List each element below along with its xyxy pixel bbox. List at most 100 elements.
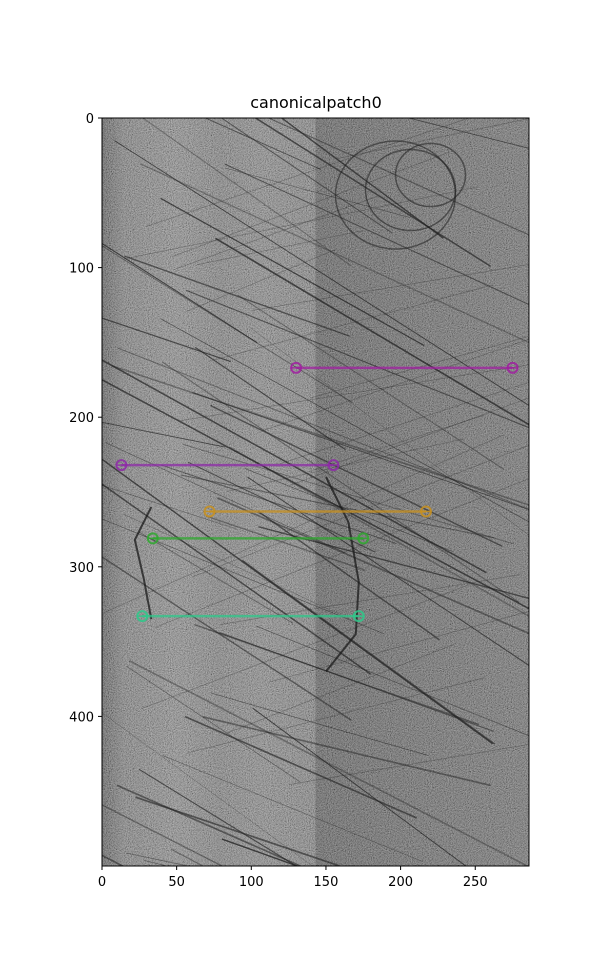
scratch-line [123,186,479,260]
scratch-line [140,163,529,344]
y-tick-label: 100 [69,262,94,277]
scratch-line [123,514,349,619]
image-patch [102,118,529,866]
scratch-line [255,625,529,737]
scratch-line [102,245,353,403]
y-axis: 0 100 200 300 400 [69,112,102,725]
scratch-line [279,381,529,465]
annotation-segments [115,361,519,623]
scratch-texture [102,118,529,866]
x-tick-label: 100 [239,875,264,890]
scratch-line [252,707,467,866]
scratch-line [117,347,529,510]
scratch-line [161,464,397,545]
scratch-line [138,531,294,624]
scratch-line [102,378,529,610]
scratch-line [248,326,529,536]
scratch-line [257,510,440,641]
scratch-line [102,712,314,866]
scratch-line [268,611,529,683]
scratch-line [114,140,529,407]
scratch-line [204,118,321,170]
x-tick-label: 250 [463,875,488,890]
scratch-line [221,838,300,866]
scratch-line [182,443,514,545]
chart-title: canonicalpatch0 [250,93,382,112]
scratch-line [160,197,425,347]
scratch-line [102,421,226,448]
plot-frame [101,117,530,867]
scratch-line [237,294,505,470]
scratch-line [407,118,529,149]
scratch-line [172,151,450,257]
x-tick-label: 50 [168,875,185,890]
scratch-line [280,118,444,239]
scratch-line [267,118,529,236]
scratch-line [103,434,504,614]
scratch-line [129,660,529,866]
scratch-line [187,677,485,754]
scratch-line [102,458,494,745]
scratch-line [102,242,258,344]
x-axis: 0 50 100 150 200 250 [98,866,488,890]
scratch-line [162,361,520,603]
scratch-line [145,118,471,227]
scratch-line [186,249,336,312]
scratch-line [102,483,372,675]
scratch-line [102,804,224,866]
scratch-line [229,446,529,618]
scratch-line [102,317,231,363]
scratch-line [144,860,168,866]
scratch-line [102,359,487,574]
scratch-line [226,643,455,734]
scratch-line [102,518,385,635]
scratch-line [211,284,493,362]
scratch-line [244,467,453,552]
scratch-line [192,392,529,511]
y-tick-label: 0 [86,112,94,127]
x-tick-label: 0 [98,875,106,890]
scratch-line [160,318,529,523]
scratch-line [141,118,352,267]
scratch-line [205,515,366,571]
scratch-line [126,852,191,866]
scratch-line [116,784,303,866]
y-tick-label: 400 [69,710,94,725]
scratch-line [185,289,529,429]
scratch-line [141,584,470,710]
scratch-line [289,744,529,785]
scratch-line [220,118,393,234]
scratch-line [214,237,529,426]
scratch-line [261,338,529,432]
scratch-line [105,442,346,554]
scratch-line [217,497,529,635]
scratch-line [224,163,529,306]
y-tick-label: 300 [69,561,94,576]
ring-mark [394,142,467,208]
scratch-line [337,118,529,159]
scratch-line [194,346,346,451]
scratch-line [202,715,492,787]
scratch-line [251,264,529,311]
scratch-line [162,755,423,862]
scratch-line [124,255,351,337]
y-tick-label: 200 [69,411,94,426]
scratch-line [126,665,301,782]
x-tick-label: 150 [314,875,339,890]
scratch-line [211,692,429,756]
scratch-line [289,397,529,486]
scratch-line [102,556,352,721]
scratch-line [210,404,503,547]
scratch-line [138,768,298,866]
arc-feature-0 [133,506,153,620]
scratch-line [225,167,411,218]
patch-noise [102,118,529,866]
scratch-line [102,854,125,866]
scratch-line [111,365,529,506]
scratch-line [102,485,238,530]
scratch-line [254,118,491,267]
scratch-line [247,476,529,667]
scratch-line [226,438,464,492]
scratch-line [154,478,529,628]
